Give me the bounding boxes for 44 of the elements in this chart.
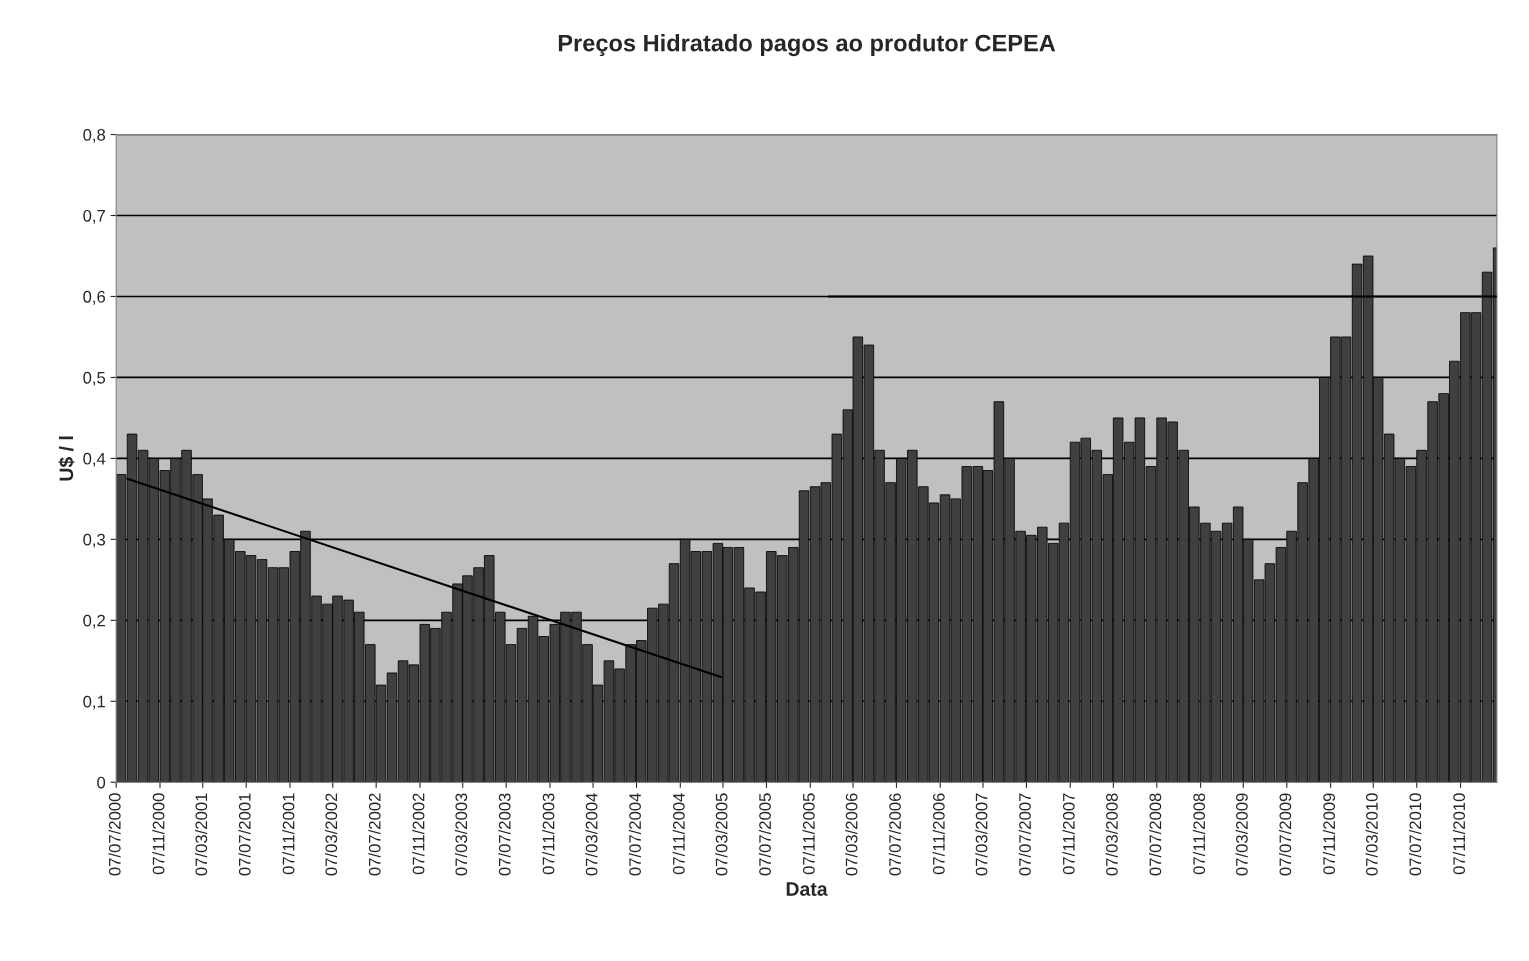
x-tick-label: 07/07/2007 — [1018, 793, 1031, 876]
x-tick-label: 07/07/2004 — [628, 793, 641, 876]
x-tick-label: 07/03/2005 — [715, 793, 728, 876]
x-tick-label: 07/07/2003 — [498, 793, 511, 876]
y-axis-title: U$ / l — [58, 436, 75, 481]
x-tick-label: 07/03/2002 — [324, 793, 338, 876]
x-tick-label: 07/07/2010 — [1409, 793, 1422, 876]
x-tick-label: 07/11/2001 — [282, 793, 295, 875]
x-tick-label: 07/11/2010 — [1452, 793, 1466, 875]
y-tick-label: 0,5 — [83, 371, 106, 386]
chart-title: Preços Hidratado pagos ao produtor CEPEA — [558, 34, 1056, 57]
y-tick-label: 0 — [97, 776, 106, 789]
x-tick-label: 07/07/2009 — [1279, 793, 1292, 876]
x-tick-label: 07/11/2007 — [1062, 793, 1075, 875]
x-tick-label: 07/03/2008 — [1105, 793, 1118, 876]
x-tick-label: 07/07/2008 — [1149, 793, 1162, 876]
y-tick-label: 0,2 — [83, 614, 105, 629]
x-tick-label: 07/07/2006 — [888, 793, 901, 876]
y-tick-label: 0,6 — [83, 290, 106, 305]
x-tick-label: 07/07/2001 — [238, 793, 251, 876]
x-tick-label: 07/07/2005 — [758, 793, 771, 876]
x-tick-label: 07/03/2009 — [1235, 793, 1248, 876]
x-tick-label: 07/11/2006 — [932, 793, 945, 875]
x-tick-label: 07/07/2000 — [108, 793, 121, 876]
x-tick-label: 07/03/2010 — [1365, 793, 1378, 876]
y-tick-label: 0,4 — [83, 452, 106, 467]
y-tick-label: 0,3 — [83, 533, 106, 548]
x-tick-label: 07/03/2004 — [585, 793, 598, 876]
y-tick-label: 0,8 — [83, 128, 106, 143]
x-tick-label: 07/03/2007 — [975, 793, 988, 876]
x-tick-label: 07/11/2005 — [802, 793, 815, 875]
x-tick-label: 07/11/2002 — [412, 793, 425, 875]
x-tick-label: 07/03/2003 — [454, 793, 468, 876]
y-tick-label: 0,1 — [83, 695, 105, 710]
x-axis-title: Data — [786, 882, 828, 896]
x-tick-label: 07/11/2009 — [1322, 793, 1336, 875]
x-tick-label: 07/11/2004 — [672, 793, 685, 875]
x-tick-label: 07/11/2000 — [152, 793, 165, 875]
x-tick-label: 07/03/2006 — [845, 793, 858, 876]
x-tick-label: 07/11/2008 — [1192, 793, 1206, 875]
x-tick-label: 07/07/2002 — [368, 793, 381, 876]
y-tick-label: 0,7 — [83, 209, 105, 224]
x-tick-label: 07/03/2001 — [194, 793, 208, 876]
x-tick-label: 07/11/2003 — [542, 793, 555, 875]
